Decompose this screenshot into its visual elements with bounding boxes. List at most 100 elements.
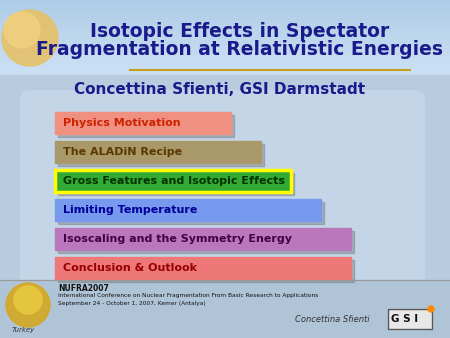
Text: Concettina Sfienti: Concettina Sfienti [295,315,369,324]
Text: Limiting Temperature: Limiting Temperature [63,205,198,215]
Circle shape [6,283,50,327]
Bar [58,260,354,282]
Bar [0,24,450,25]
Bar [0,49,450,50]
Text: Conclusion & Outlook: Conclusion & Outlook [63,263,197,273]
Bar [0,67,450,68]
Bar [0,17,450,18]
Bar [0,38,450,39]
Bar [58,231,354,253]
Bar [55,257,351,279]
Bar [0,14,450,15]
Bar [0,72,450,73]
Bar [0,27,450,28]
Text: Isoscaling and the Symmetry Energy: Isoscaling and the Symmetry Energy [63,234,292,244]
Bar [58,144,264,166]
Bar [55,141,261,163]
Bar [0,58,450,59]
Bar [0,32,450,33]
Bar [0,3,450,4]
Bar [58,173,294,195]
Bar [0,62,450,63]
Bar [0,29,450,30]
Bar [0,59,450,60]
Bar [0,0,450,1]
Bar [0,61,450,62]
Bar [0,25,450,26]
Circle shape [428,306,434,312]
Circle shape [2,10,58,66]
Text: Isotopic Effects in Spectator: Isotopic Effects in Spectator [90,22,390,41]
Bar [0,74,450,75]
Bar [0,10,450,11]
Bar [0,23,450,24]
Bar [0,46,450,47]
Bar [0,28,450,29]
Bar [0,31,450,32]
Bar [0,51,450,52]
Bar [0,33,450,34]
Text: September 24 - October 1, 2007, Kemer (Antalya): September 24 - October 1, 2007, Kemer (A… [58,301,206,306]
Bar [0,19,450,20]
Bar [0,9,450,10]
Bar [0,40,450,41]
Bar [0,5,450,6]
Bar [0,26,450,27]
Text: Gross Features and Isotopic Effects: Gross Features and Isotopic Effects [63,176,285,186]
Bar [0,2,450,3]
Bar [0,4,450,5]
Bar [0,44,450,45]
Bar [0,13,450,14]
Bar [58,115,234,137]
Bar [55,112,231,134]
Bar [55,170,291,192]
Bar [0,11,450,12]
Bar [0,22,450,23]
Bar [0,75,450,338]
Bar [55,199,321,221]
Bar [0,21,450,22]
Bar [0,54,450,55]
Text: Fragmentation at Relativistic Energies: Fragmentation at Relativistic Energies [36,40,444,59]
Bar [0,55,450,56]
Text: Turkey: Turkey [12,327,35,333]
Bar [0,71,450,72]
Bar [0,56,450,57]
Bar [0,16,450,17]
Text: The ALADiN Recipe: The ALADiN Recipe [63,147,182,157]
Bar [0,18,450,19]
Bar [0,35,450,36]
Bar [0,280,450,338]
Bar [0,30,450,31]
Bar [0,39,450,40]
Bar [0,64,450,65]
Bar [0,63,450,64]
Bar [0,6,450,7]
Text: Concettina Sfienti, GSI Darmstadt: Concettina Sfienti, GSI Darmstadt [74,82,365,97]
Bar [0,73,450,74]
FancyBboxPatch shape [20,90,425,310]
Bar [0,52,450,53]
Bar [0,37,450,38]
Bar [0,68,450,69]
Text: NUFRA2007: NUFRA2007 [58,284,109,293]
Bar [0,1,450,2]
Bar [0,70,450,71]
Bar [0,12,450,13]
Bar [0,43,450,44]
Bar [0,8,450,9]
Text: G S I: G S I [391,314,418,324]
Bar [0,50,450,51]
Bar [0,65,450,66]
Bar [55,170,291,192]
Bar [0,48,450,49]
Circle shape [4,12,40,48]
Text: Physics Motivation: Physics Motivation [63,118,180,128]
Bar [0,53,450,54]
Bar [0,60,450,61]
Bar [0,69,450,70]
Bar [0,57,450,58]
Text: International Conference on Nuclear Fragmentation From Basic Research to Applica: International Conference on Nuclear Frag… [58,293,318,298]
Bar [388,309,432,329]
Bar [0,47,450,48]
